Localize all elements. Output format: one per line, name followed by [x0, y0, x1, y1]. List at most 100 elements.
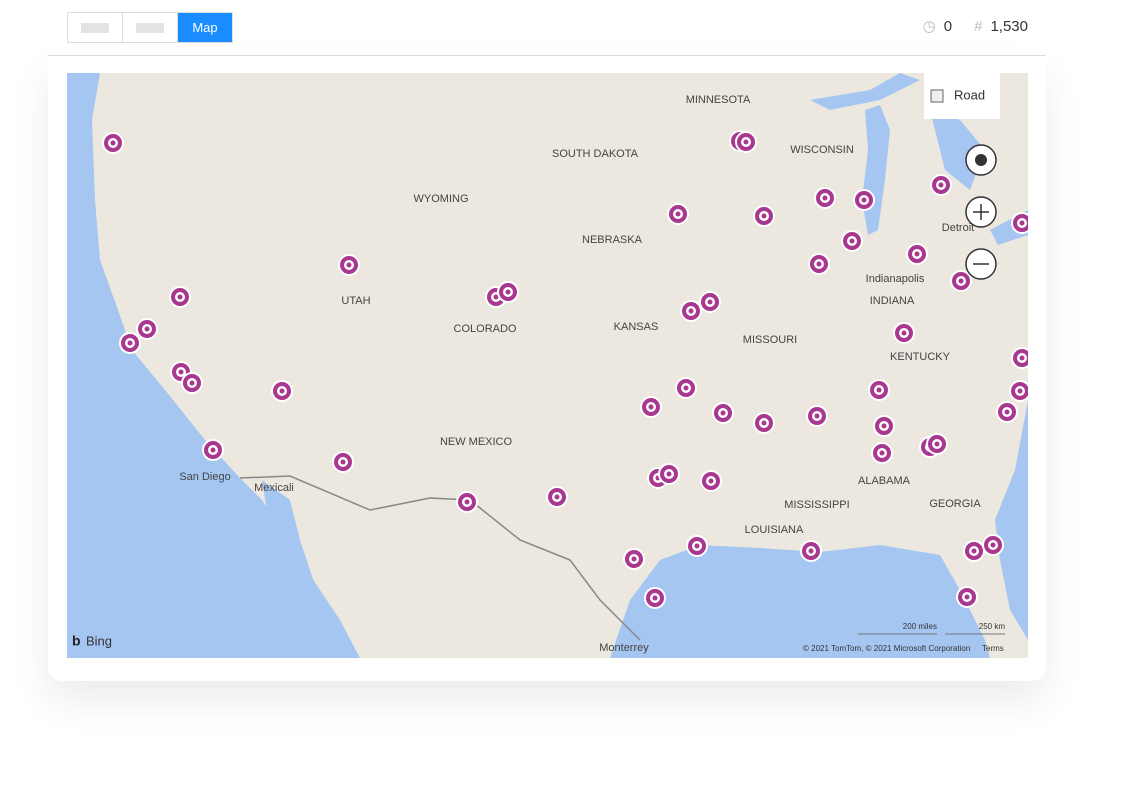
map-pin[interactable]: [680, 300, 702, 322]
map-label: KANSAS: [614, 321, 659, 333]
map-pin[interactable]: [271, 380, 293, 402]
tab[interactable]: [68, 13, 123, 42]
map-label: NEBRASKA: [582, 234, 643, 246]
map-pin[interactable]: [926, 433, 948, 455]
clock-icon: ◷: [922, 18, 936, 35]
map-pin[interactable]: [930, 174, 952, 196]
map-pin[interactable]: [906, 243, 928, 265]
pin-dot: [879, 450, 885, 456]
map-pin[interactable]: [982, 534, 1004, 556]
brand-b: b: [72, 633, 81, 649]
map-pin[interactable]: [950, 270, 972, 292]
map-pin[interactable]: [814, 187, 836, 209]
map-pin[interactable]: [753, 412, 775, 434]
map-pin[interactable]: [893, 322, 915, 344]
map-pin[interactable]: [800, 540, 822, 562]
border: [239, 475, 641, 641]
style-label: Road: [954, 87, 985, 102]
map-pin[interactable]: [1011, 212, 1028, 234]
pin-dot: [177, 294, 183, 300]
pin-dot: [127, 340, 133, 346]
map-label: NEW MEXICO: [440, 436, 513, 448]
map-pin[interactable]: [644, 587, 666, 609]
map-pin[interactable]: [456, 491, 478, 513]
pin-dot: [876, 387, 882, 393]
pins: [102, 130, 1028, 609]
pin-dot: [914, 251, 920, 257]
map-pin[interactable]: [497, 281, 519, 303]
pin-dot: [144, 326, 150, 332]
hash-icon: #: [974, 17, 983, 35]
map-pin[interactable]: [699, 291, 721, 313]
pin-dot: [694, 543, 700, 549]
map[interactable]: MINNESOTA SOUTH DAKOTA WISCONSIN WYOMING NEB…: [67, 73, 1028, 658]
locate-button[interactable]: [965, 144, 997, 176]
map-label: GEORGIA: [929, 498, 981, 510]
pin-dot: [464, 499, 470, 505]
pin-dot: [346, 262, 352, 268]
pin-dot: [648, 404, 654, 410]
map-pin[interactable]: [753, 205, 775, 227]
map-pin[interactable]: [623, 548, 645, 570]
map-pin[interactable]: [853, 189, 875, 211]
map-pin[interactable]: [868, 379, 890, 401]
map-pin[interactable]: [136, 318, 158, 340]
pin-dot: [666, 471, 672, 477]
pin-dot: [938, 182, 944, 188]
pin-dot: [279, 388, 285, 394]
pin-dot: [990, 542, 996, 548]
map-pin[interactable]: [332, 451, 354, 473]
map-pin[interactable]: [871, 442, 893, 464]
tab[interactable]: [123, 13, 178, 42]
map-pin[interactable]: [956, 586, 978, 608]
map-pin[interactable]: [1009, 380, 1028, 402]
style-icon: [930, 89, 944, 103]
map-pin[interactable]: [686, 535, 708, 557]
map-pin[interactable]: [675, 377, 697, 399]
map-pin[interactable]: [700, 470, 722, 492]
map-pin[interactable]: [102, 132, 124, 154]
pin-dot: [964, 594, 970, 600]
map-pin[interactable]: [667, 203, 689, 225]
map-label: Mexicali: [254, 482, 294, 494]
pin-dot: [554, 494, 560, 500]
pin-dot: [1017, 388, 1023, 394]
map-pin[interactable]: [963, 540, 985, 562]
map-pin[interactable]: [202, 439, 224, 461]
tab-map[interactable]: Map: [178, 13, 232, 42]
map-pin[interactable]: [658, 463, 680, 485]
zoom-out[interactable]: [965, 248, 997, 280]
map-pin[interactable]: [181, 372, 203, 394]
map-pin[interactable]: [169, 286, 191, 308]
pin-dot: [761, 213, 767, 219]
map-label: UTAH: [341, 295, 370, 307]
map-pin[interactable]: [873, 415, 895, 437]
map-pin[interactable]: [996, 401, 1018, 423]
map-label: San Diego: [179, 471, 230, 483]
map-pin[interactable]: [338, 254, 360, 276]
pin-dot: [493, 294, 499, 300]
map-label: WYOMING: [414, 193, 469, 205]
map-pin[interactable]: [1011, 347, 1028, 369]
map-pin[interactable]: [808, 253, 830, 275]
count-stat: 1,530: [990, 17, 1028, 35]
pin-dot: [971, 548, 977, 554]
map-pin[interactable]: [546, 486, 568, 508]
pin-dot: [1004, 409, 1010, 415]
scale-km: 250 km: [979, 622, 1006, 631]
zoom-in[interactable]: [965, 196, 997, 228]
map-label: WISCONSIN: [790, 144, 854, 156]
pin-dot: [881, 423, 887, 429]
view-tabs: Map: [67, 12, 233, 43]
map-pin[interactable]: [806, 405, 828, 427]
pin-dot: [675, 211, 681, 217]
map-pin[interactable]: [712, 402, 734, 424]
pin-dot: [1019, 355, 1025, 361]
map-pin[interactable]: [735, 131, 757, 153]
map-pin[interactable]: [640, 396, 662, 418]
map-pin[interactable]: [119, 332, 141, 354]
map-pin[interactable]: [841, 230, 863, 252]
terms[interactable]: Terms: [982, 644, 1004, 653]
pin-dot: [210, 447, 216, 453]
pin-dot: [816, 261, 822, 267]
